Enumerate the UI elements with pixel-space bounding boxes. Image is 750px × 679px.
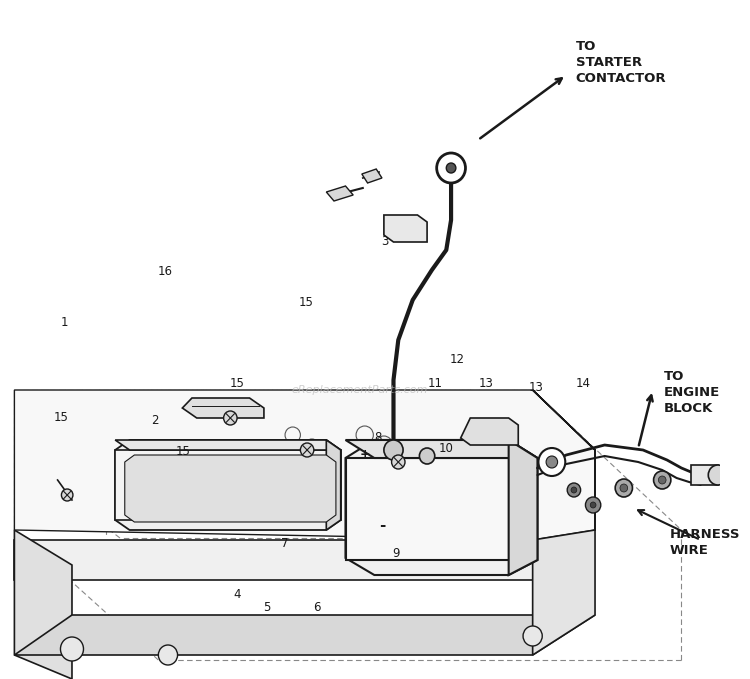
Circle shape <box>392 455 405 469</box>
Text: 9: 9 <box>392 547 400 560</box>
Text: 13: 13 <box>529 380 544 394</box>
Polygon shape <box>362 169 382 183</box>
Circle shape <box>586 497 601 513</box>
Text: 16: 16 <box>158 265 173 278</box>
Polygon shape <box>182 398 264 418</box>
Polygon shape <box>326 440 340 530</box>
Text: 6: 6 <box>313 601 320 614</box>
Circle shape <box>615 479 632 497</box>
Polygon shape <box>116 440 340 450</box>
Text: 3: 3 <box>382 234 388 248</box>
Polygon shape <box>116 440 340 530</box>
Circle shape <box>224 411 237 425</box>
Polygon shape <box>532 390 595 655</box>
Circle shape <box>446 163 456 173</box>
Circle shape <box>158 645 178 665</box>
Circle shape <box>62 489 73 501</box>
Text: 15: 15 <box>176 445 191 458</box>
Circle shape <box>590 502 596 508</box>
Circle shape <box>301 443 313 457</box>
Circle shape <box>567 483 580 497</box>
Text: 15: 15 <box>230 377 245 390</box>
Polygon shape <box>14 615 595 655</box>
Text: TO
ENGINE
BLOCK: TO ENGINE BLOCK <box>664 370 721 415</box>
Text: 15: 15 <box>54 411 68 424</box>
Polygon shape <box>691 465 718 485</box>
Polygon shape <box>346 458 538 560</box>
Circle shape <box>61 637 83 661</box>
Circle shape <box>546 456 557 468</box>
Polygon shape <box>206 455 298 490</box>
Text: -: - <box>379 518 386 533</box>
Polygon shape <box>326 186 353 201</box>
Text: 12: 12 <box>449 353 464 367</box>
Text: 1: 1 <box>61 316 68 329</box>
Text: HARNESS
WIRE: HARNESS WIRE <box>670 528 740 557</box>
Text: 8: 8 <box>374 431 382 445</box>
Polygon shape <box>460 418 518 445</box>
Circle shape <box>620 484 628 492</box>
Circle shape <box>658 476 666 484</box>
Circle shape <box>571 487 577 493</box>
Text: 7: 7 <box>280 536 288 550</box>
Polygon shape <box>346 440 538 575</box>
Circle shape <box>419 448 435 464</box>
Text: eReplacementParts.com: eReplacementParts.com <box>292 385 428 395</box>
Text: 14: 14 <box>575 377 590 390</box>
Text: TO
STARTER
CONTACTOR: TO STARTER CONTACTOR <box>576 40 667 85</box>
Circle shape <box>436 153 466 183</box>
Polygon shape <box>509 440 538 575</box>
Polygon shape <box>384 215 427 242</box>
Polygon shape <box>124 455 336 522</box>
Circle shape <box>708 465 728 485</box>
Circle shape <box>538 448 566 476</box>
Text: 11: 11 <box>428 377 443 390</box>
Text: 10: 10 <box>439 441 454 455</box>
Polygon shape <box>14 540 532 580</box>
Polygon shape <box>14 530 72 679</box>
Circle shape <box>523 626 542 646</box>
Text: 2: 2 <box>151 414 158 428</box>
Text: 4: 4 <box>234 587 242 601</box>
Polygon shape <box>116 450 340 520</box>
Polygon shape <box>346 440 538 458</box>
Text: 5: 5 <box>262 601 270 614</box>
Circle shape <box>653 471 670 489</box>
Text: 13: 13 <box>478 377 494 390</box>
Circle shape <box>384 440 403 460</box>
Polygon shape <box>14 390 595 540</box>
Text: 15: 15 <box>298 295 314 309</box>
Text: +: + <box>360 448 370 461</box>
